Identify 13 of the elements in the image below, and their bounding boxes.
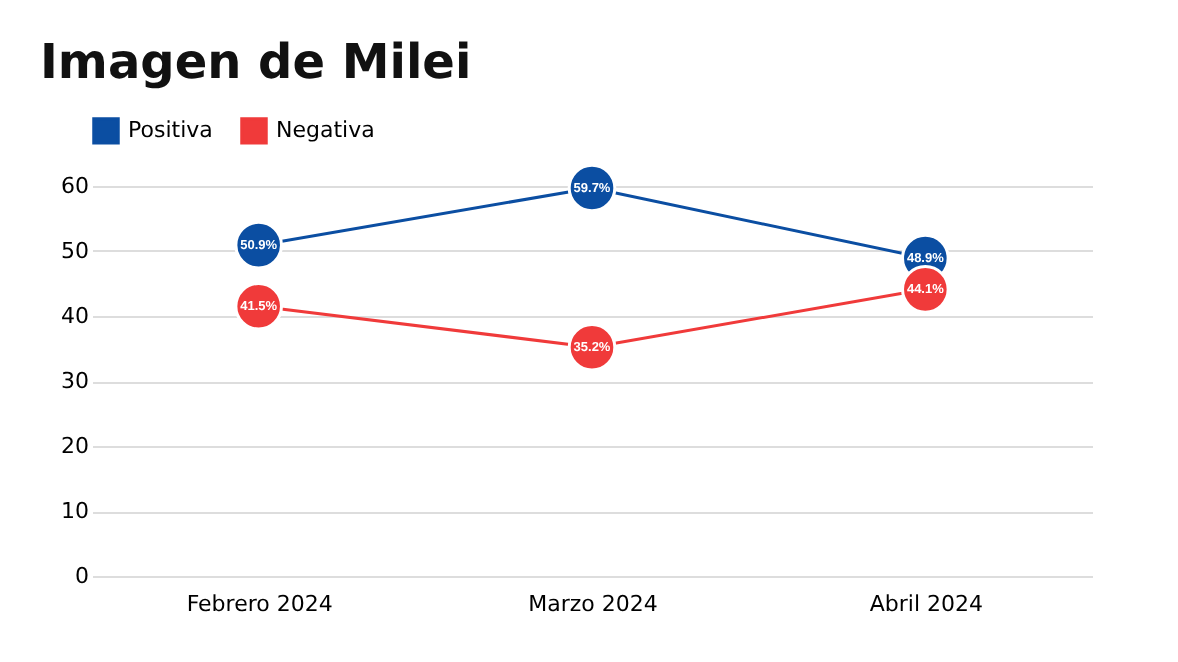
y-tick-label: 20 bbox=[61, 433, 89, 459]
y-tick-label: 10 bbox=[61, 498, 89, 524]
y-tick-label: 40 bbox=[61, 303, 89, 329]
x-tick-label: Abril 2024 bbox=[869, 591, 983, 617]
chart-title: Imagen de Milei bbox=[40, 34, 472, 90]
y-tick-label: 50 bbox=[61, 238, 89, 264]
x-tick-label: Febrero 2024 bbox=[186, 591, 333, 617]
y-tick-label: 60 bbox=[61, 173, 89, 199]
y-tick-label: 0 bbox=[75, 563, 89, 589]
x-tick-label: Marzo 2024 bbox=[528, 591, 658, 617]
y-tick-label: 30 bbox=[61, 368, 89, 394]
legend-label: Positiva bbox=[128, 116, 213, 143]
legend-label: Negativa bbox=[276, 116, 375, 143]
